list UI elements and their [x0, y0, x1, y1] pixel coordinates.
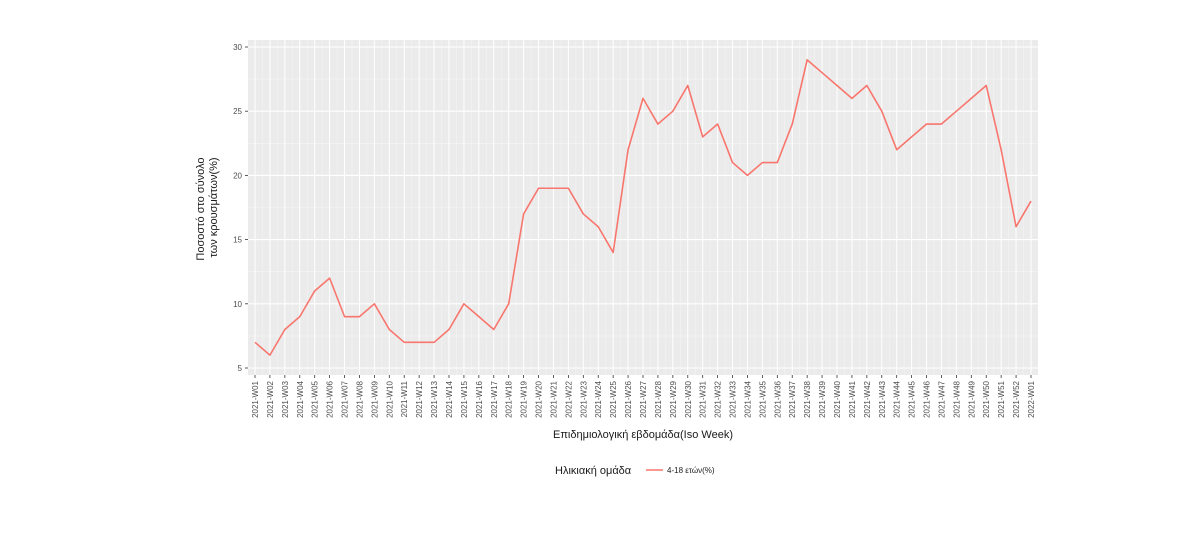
y-tick-label: 25: [233, 107, 242, 116]
y-tick-label: 30: [233, 43, 242, 52]
y-tick-label: 10: [233, 300, 242, 309]
x-tick-label: 2021-W49: [967, 380, 976, 417]
x-tick-label: 2021-W13: [430, 380, 439, 417]
y-axis-title-line-1: Ποσοστό στο σύνολο: [195, 157, 207, 260]
x-tick-label: 2021-W19: [520, 380, 529, 417]
y-axis-title-line-2: των κρουσμάτων(%): [208, 157, 220, 257]
x-axis: 2021-W01 2021-W02 2021-W03 2021-W04 2021-W05…: [251, 375, 1036, 418]
x-tick-label: 2021-W12: [415, 380, 424, 417]
minor-gridlines: [248, 40, 1038, 375]
x-tick-label: 2021-W38: [803, 380, 812, 417]
series-layer: [254, 59, 1032, 356]
x-tick-label: 2021-W36: [773, 380, 782, 417]
x-tick-label: 2021-W46: [923, 380, 932, 417]
x-tick-label: 2021-W18: [505, 380, 514, 417]
x-tick-label: 2021-W40: [833, 380, 842, 417]
y-tick-label: 20: [233, 171, 242, 180]
x-tick-label: 2021-W31: [699, 380, 708, 417]
x-tick-label: 2021-W11: [400, 380, 409, 417]
major-gridlines: [248, 40, 1038, 375]
x-tick-label: 2021-W22: [564, 380, 573, 417]
x-tick-label: 2021-W09: [370, 380, 379, 417]
legend-title: Ηλικιακή ομάδα: [555, 465, 632, 477]
x-tick-label: 2021-W45: [908, 380, 917, 417]
x-tick-label: 2021-W20: [535, 380, 544, 417]
legend: Ηλικιακή ομάδα 4-18 ετών(%): [555, 465, 715, 477]
x-tick-label: 2021-W35: [758, 380, 767, 417]
x-tick-label: 2021-W27: [639, 380, 648, 417]
x-tick-label: 2021-W48: [952, 380, 961, 417]
x-tick-label: 2021-W25: [609, 380, 618, 417]
x-tick-label: 2021-W37: [788, 380, 797, 417]
x-tick-label: 2021-W42: [863, 380, 872, 417]
x-tick-label: 2021-W06: [326, 380, 335, 417]
x-tick-label: 2021-W32: [714, 380, 723, 417]
x-tick-label: 2021-W05: [311, 380, 320, 417]
y-axis-title: Ποσοστό στο σύνολο των κρουσμάτων(%): [195, 154, 220, 260]
x-tick-label: 2021-W26: [624, 380, 633, 417]
x-tick-label: 2021-W01: [251, 380, 260, 417]
legend-entry-label: 4-18 ετών(%): [667, 466, 715, 475]
x-tick-label: 2021-W29: [669, 380, 678, 417]
x-tick-label: 2021-W10: [385, 380, 394, 417]
x-tick-label: 2021-W15: [460, 380, 469, 417]
x-tick-label: 2021-W41: [848, 380, 857, 417]
x-tick-label: 2021-W47: [937, 380, 946, 417]
x-tick-label: 2022-W01: [1027, 380, 1036, 417]
y-axis: 5 10 15 20 25 30: [233, 43, 248, 373]
x-tick-label: 2021-W51: [997, 380, 1006, 417]
x-tick-label: 2021-W43: [878, 380, 887, 417]
x-tick-label: 2021-W08: [355, 380, 364, 417]
x-tick-label: 2021-W52: [1012, 380, 1021, 417]
x-tick-label: 2021-W07: [341, 380, 350, 417]
x-tick-label: 2021-W24: [594, 380, 603, 417]
x-tick-label: 2021-W34: [743, 380, 752, 417]
x-tick-label: 2021-W02: [266, 380, 275, 417]
x-tick-label: 2021-W23: [579, 380, 588, 417]
x-tick-label: 2021-W03: [281, 380, 290, 417]
x-tick-label: 2021-W30: [684, 380, 693, 417]
x-tick-label: 2021-W39: [818, 380, 827, 417]
x-tick-label: 2021-W33: [729, 380, 738, 417]
x-tick-label: 2021-W28: [654, 380, 663, 417]
x-tick-label: 2021-W16: [475, 380, 484, 417]
y-tick-label: 15: [233, 236, 242, 245]
x-tick-label: 2021-W44: [893, 380, 902, 417]
x-tick-label: 2021-W14: [445, 380, 454, 417]
y-tick-label: 5: [238, 364, 243, 373]
x-axis-title: Επιδημιολογική εβδομάδα(Iso Week): [553, 429, 733, 441]
x-tick-label: 2021-W17: [490, 380, 499, 417]
x-tick-label: 2021-W04: [296, 380, 305, 417]
x-tick-label: 2021-W21: [549, 380, 558, 417]
x-tick-label: 2021-W50: [982, 380, 991, 417]
